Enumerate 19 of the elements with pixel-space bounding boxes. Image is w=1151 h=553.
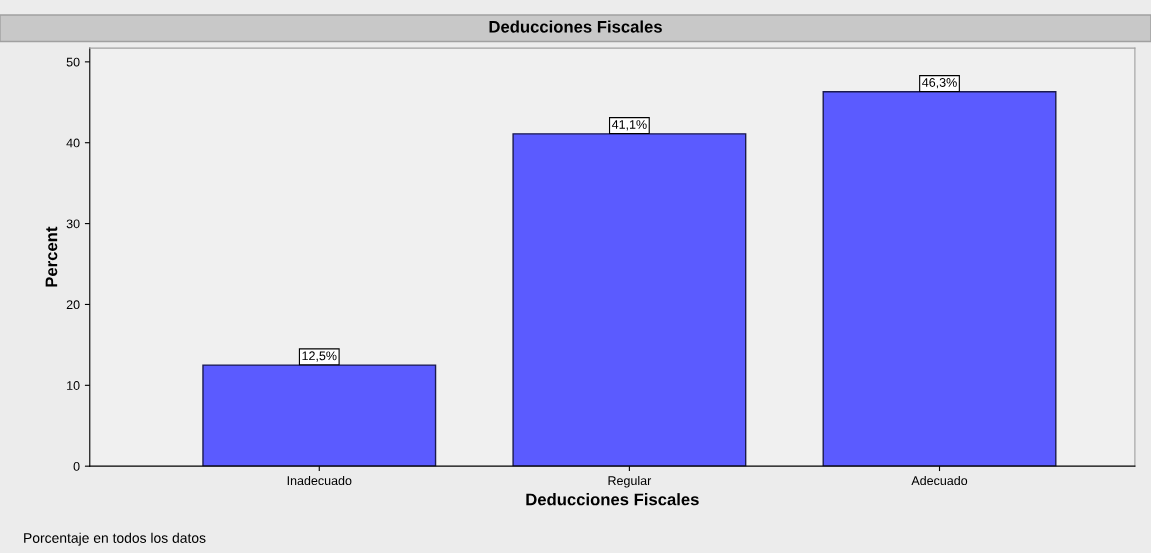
y-tick-label: 40: [66, 138, 80, 148]
y-tick-label: 20: [66, 300, 80, 310]
y-tick-label: 50: [66, 57, 80, 67]
text: Porcentaje en todos los datos: [24, 532, 206, 546]
x-axis-title: Deducciones Fiscales: [526, 493, 699, 506]
y-axis-title: Percent: [45, 226, 58, 287]
bar: [822, 91, 1057, 467]
x-tick-label: Adecuado: [911, 475, 968, 486]
x-tick-label: Regular: [608, 475, 652, 488]
y-tick-label: 10: [67, 381, 80, 390]
y-tick-label: 30: [66, 219, 80, 229]
bar: [512, 133, 747, 467]
y-tick-label: 0: [73, 461, 80, 471]
chart-title: Deducciones Fiscales: [489, 20, 662, 33]
data-label: 12,5%: [302, 351, 337, 362]
bar: [202, 364, 437, 467]
data-label: 41,1%: [611, 120, 647, 131]
data-label: 46,3%: [922, 78, 957, 89]
x-tick-label: Inadecuado: [287, 475, 352, 486]
